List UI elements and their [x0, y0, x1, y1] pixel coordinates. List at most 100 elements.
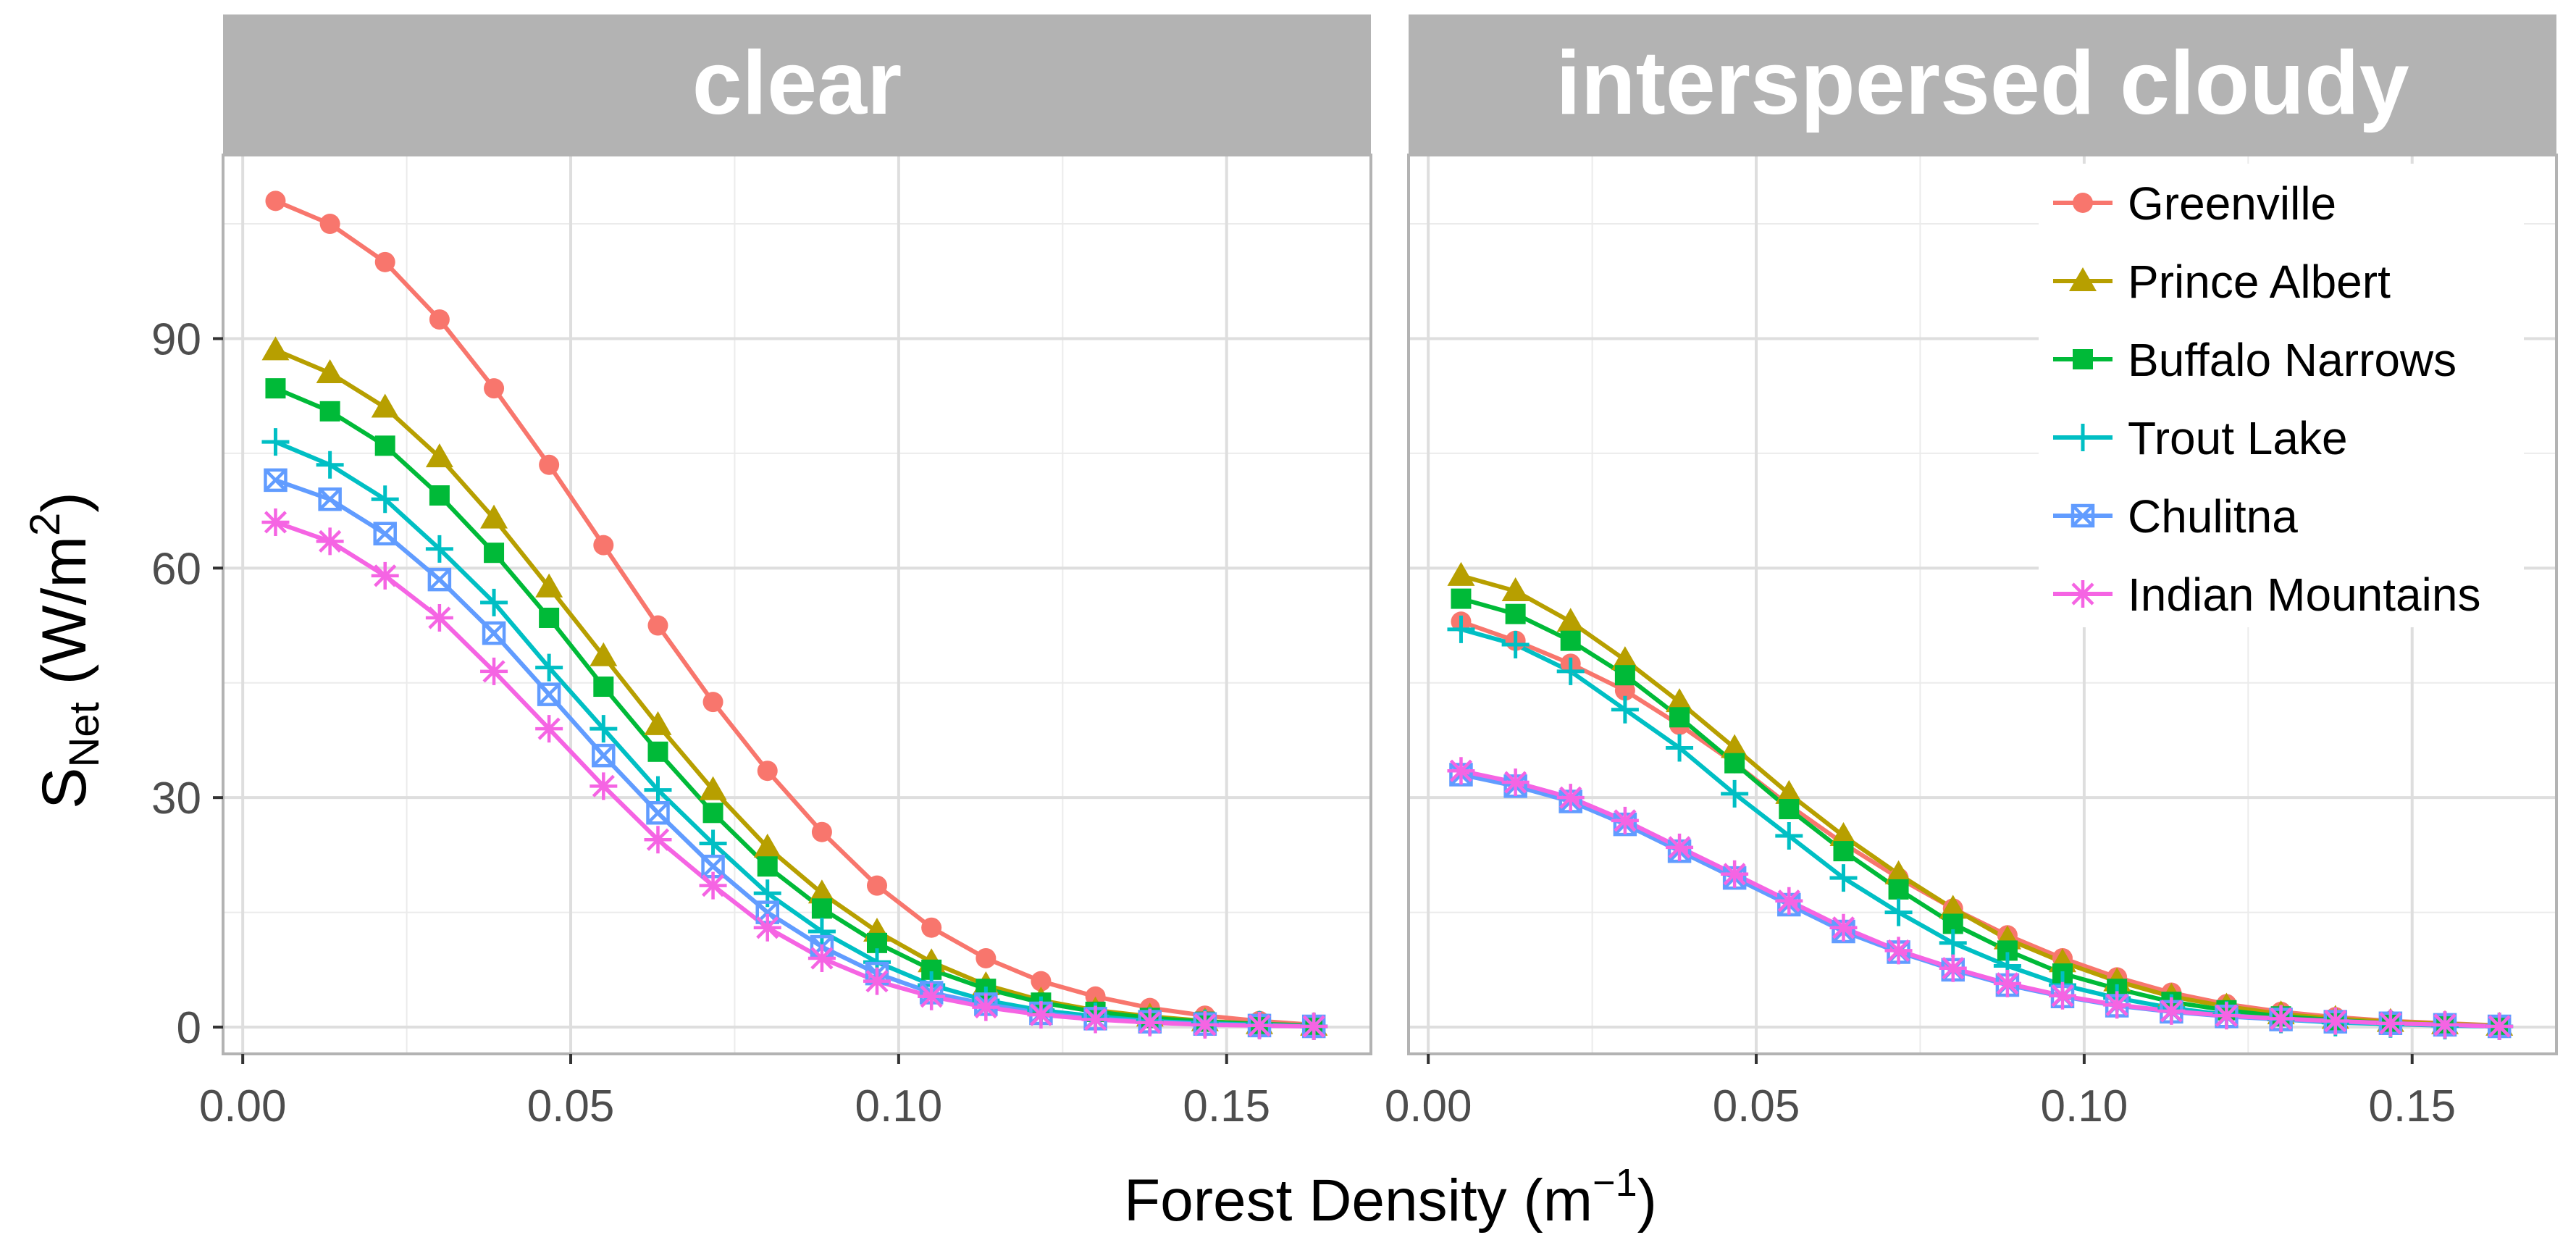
data-point — [807, 918, 836, 946]
data-point — [1779, 799, 1800, 820]
y-tick-label: 30 — [151, 774, 201, 824]
data-point — [1829, 821, 1858, 846]
data-point — [261, 508, 290, 536]
legend-label: Greenville — [2128, 177, 2336, 230]
x-tick-label: 0.10 — [855, 1081, 943, 1131]
data-point — [1884, 860, 1913, 884]
series-points-indian-mountains — [1447, 757, 2514, 1040]
data-point — [265, 190, 286, 212]
data-point — [2376, 1009, 2404, 1037]
x-tick-label: 0.10 — [2041, 1081, 2128, 1131]
data-point — [1666, 833, 1694, 861]
data-point — [1300, 1012, 1328, 1040]
legend-label: Buffalo Narrows — [2128, 334, 2457, 386]
data-point — [2049, 981, 2076, 1010]
legend-item: Prince Albert — [2053, 256, 2391, 308]
data-point — [261, 428, 290, 456]
data-point — [1556, 608, 1585, 632]
data-point — [644, 826, 672, 854]
data-point — [319, 214, 340, 235]
legend-item: Chulitna — [2053, 490, 2298, 543]
panel-clear: clear — [222, 14, 1372, 1055]
data-point — [535, 715, 563, 743]
data-point — [1721, 779, 1749, 808]
data-point — [1556, 657, 1585, 685]
data-point — [484, 378, 505, 399]
data-point — [646, 801, 670, 825]
data-point — [753, 913, 781, 942]
data-point — [480, 588, 508, 616]
data-point — [593, 535, 614, 556]
data-point — [535, 573, 563, 598]
data-point — [482, 621, 506, 645]
data-point — [2212, 1002, 2241, 1030]
data-point — [480, 504, 508, 529]
x-tick-label: 0.15 — [2368, 1081, 2456, 1131]
legend-key-marker — [2069, 267, 2097, 291]
data-point — [811, 821, 832, 842]
data-point — [1501, 630, 1530, 658]
data-point — [1666, 688, 1694, 713]
data-point — [1614, 680, 1635, 701]
data-point — [1505, 603, 1526, 624]
data-point — [1560, 630, 1581, 651]
legend-item: Greenville — [2053, 177, 2336, 230]
data-point — [373, 522, 397, 546]
data-point — [1031, 971, 1052, 992]
x-tick-label: 0.00 — [199, 1081, 287, 1131]
data-point — [265, 378, 286, 399]
y-axis-title: SNet (W/m2) — [22, 492, 108, 809]
data-point — [699, 776, 727, 800]
data-point — [1614, 665, 1635, 686]
data-point — [374, 251, 395, 272]
data-point — [427, 567, 452, 592]
legend-label: Prince Albert — [2128, 256, 2391, 308]
data-point — [539, 607, 560, 628]
data-point — [1447, 757, 1475, 785]
data-point — [1833, 841, 1854, 862]
data-point — [1724, 753, 1745, 774]
data-point — [1721, 860, 1749, 888]
data-point — [807, 944, 836, 972]
data-point — [863, 967, 891, 995]
data-point — [319, 401, 340, 422]
data-point — [535, 653, 563, 682]
data-point — [866, 875, 887, 896]
data-point — [1447, 615, 1475, 643]
data-point — [1993, 969, 2021, 997]
legend-background — [2039, 164, 2524, 627]
data-point — [1829, 913, 1858, 942]
data-point — [1775, 887, 1803, 915]
data-point — [1085, 986, 1106, 1007]
data-point — [1884, 898, 1913, 926]
data-point — [1666, 734, 1694, 762]
plot-area — [223, 155, 1371, 1054]
data-point — [1611, 646, 1639, 671]
data-point — [429, 309, 450, 330]
data-point — [1611, 695, 1639, 724]
data-point — [425, 603, 453, 632]
data-point — [807, 879, 836, 904]
data-point — [2267, 1005, 2295, 1033]
data-point — [699, 829, 727, 858]
data-point — [316, 359, 344, 384]
data-point — [1447, 561, 1475, 586]
x-tick-label: 0.05 — [1713, 1081, 1800, 1131]
data-point — [644, 776, 672, 804]
facet-title: clear — [692, 33, 902, 133]
legend-key-marker — [2069, 580, 2097, 608]
data-point — [1611, 806, 1639, 834]
data-point — [1939, 895, 1967, 919]
data-point — [2321, 1007, 2349, 1035]
data-point — [1246, 1011, 1274, 1039]
legend-key-marker — [2069, 424, 2097, 451]
data-point — [2431, 1010, 2459, 1039]
y-tick-label: 0 — [177, 1003, 201, 1053]
legend-item: Trout Lake — [2053, 412, 2348, 464]
facet-strip — [223, 14, 1371, 155]
data-point — [2103, 991, 2131, 1019]
data-point — [647, 741, 668, 762]
data-point — [480, 657, 508, 685]
data-point — [1829, 864, 1858, 892]
data-point — [1888, 879, 1909, 900]
